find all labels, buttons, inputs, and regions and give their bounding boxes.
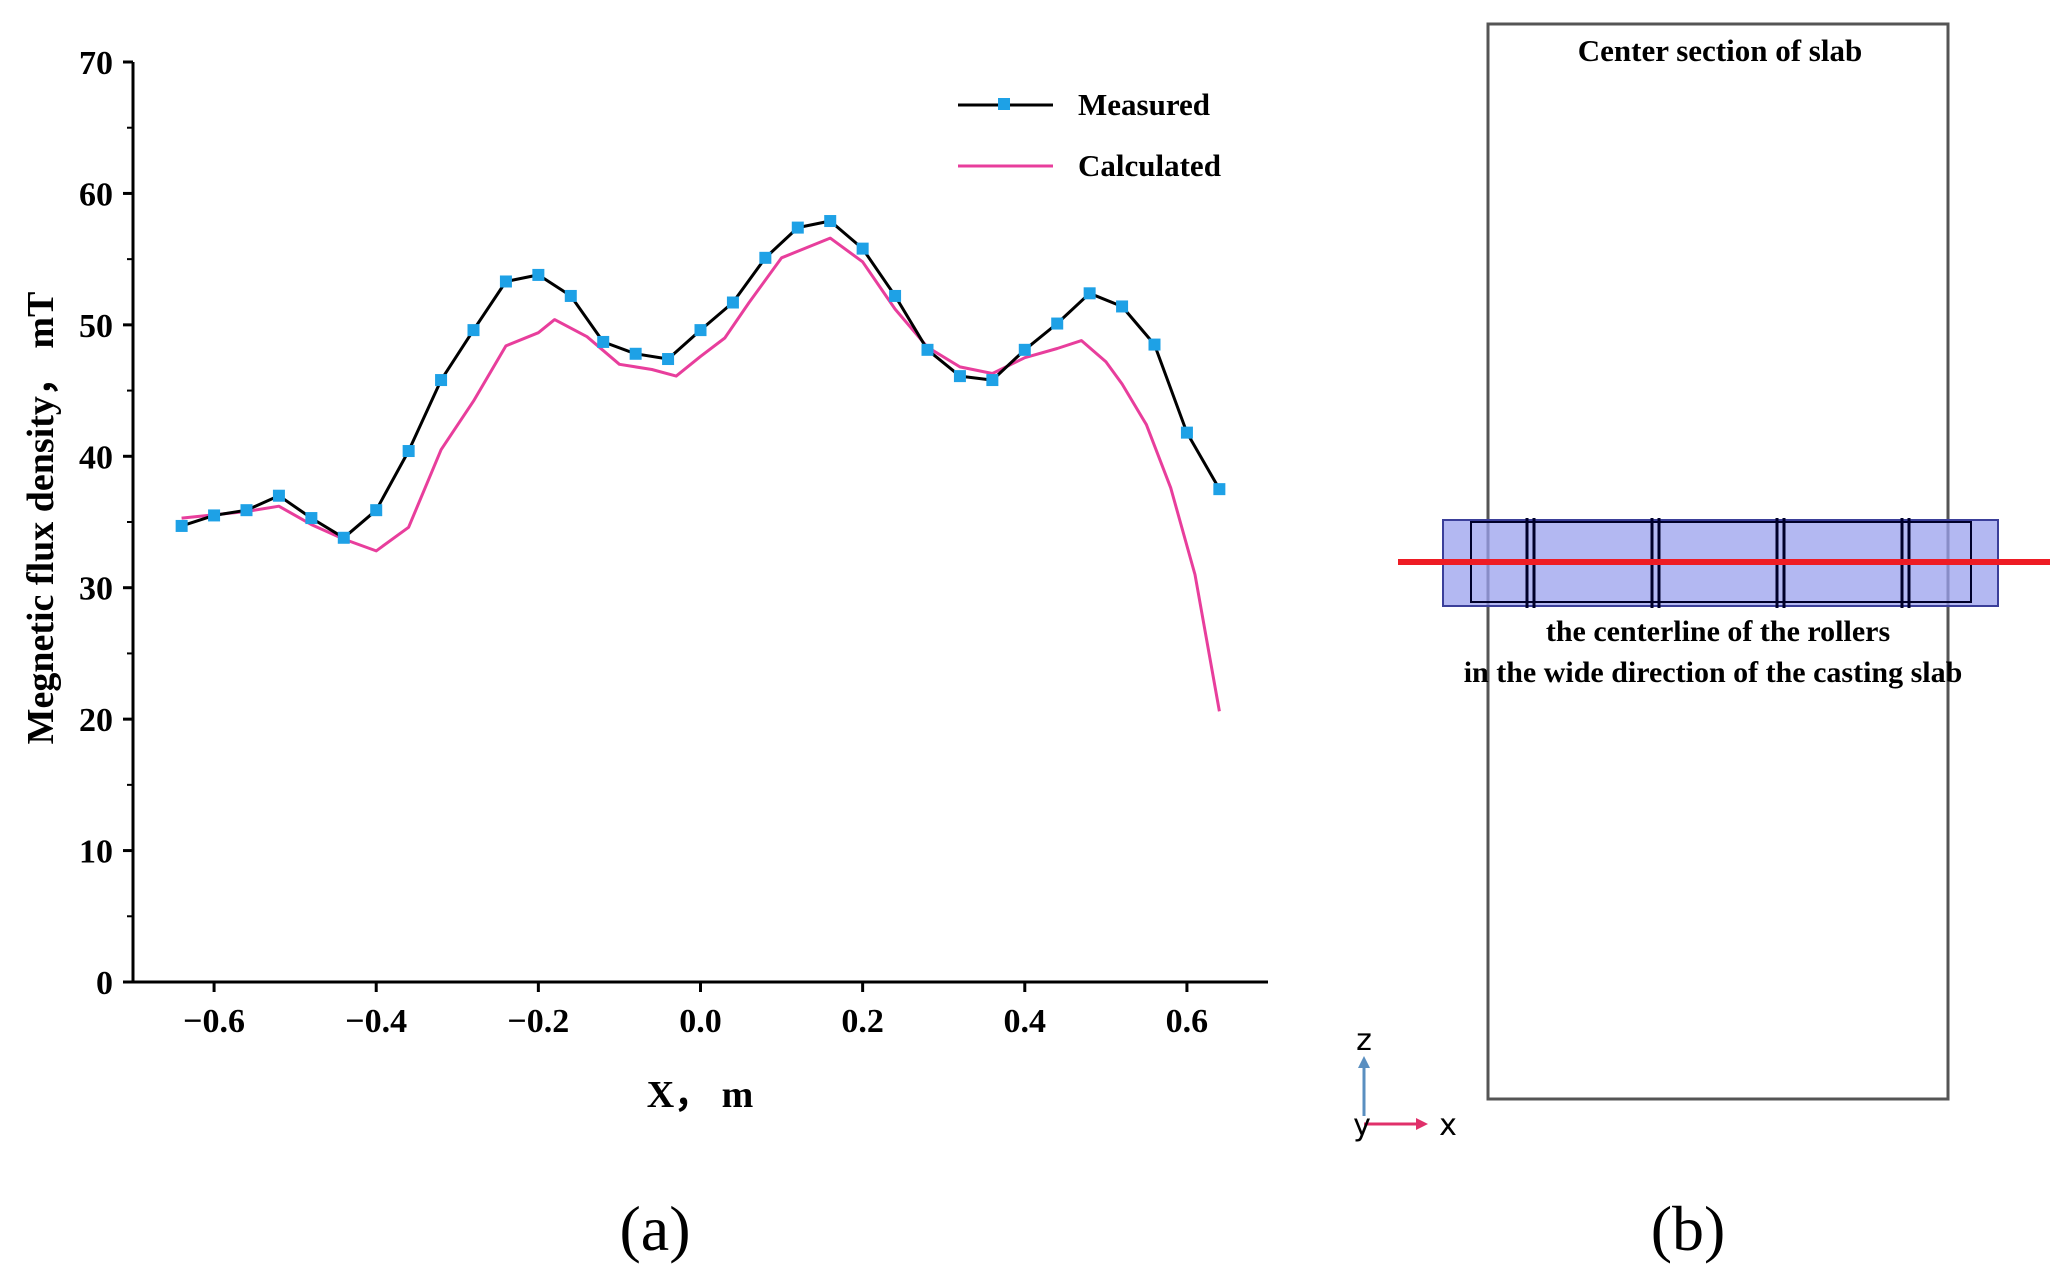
data-point-measured	[175, 519, 188, 532]
y-tick-label: 20	[79, 702, 113, 739]
data-point-measured	[532, 268, 545, 281]
data-point-measured	[986, 374, 999, 387]
panel-b-label: (b)	[1651, 1193, 1726, 1264]
x-ticks: −0.6 −0.4 −0.2 0.0 0.2 0.4 0.6	[183, 982, 1208, 1040]
x-tick-label: −0.6	[183, 1003, 245, 1040]
data-point-measured	[564, 289, 577, 302]
data-point-measured	[402, 445, 415, 458]
data-point-measured	[856, 242, 869, 255]
y-tick-label: 40	[79, 439, 113, 476]
legend: Measured Calculated	[958, 87, 1221, 183]
legend-measured-marker	[998, 98, 1010, 110]
axis-z-label: z	[1356, 1023, 1372, 1058]
series-line-measured	[181, 219, 1221, 540]
series-layer	[175, 215, 1226, 712]
slab-title: Center section of slab	[1578, 33, 1862, 68]
flux-density-chart: 0 10 20 30 40 50 60 70 −0.6 −0.4 −0.2 0.0 0.2 0.4 0.6…	[20, 45, 1268, 1264]
data-point-measured	[1213, 483, 1226, 496]
data-point-measured	[629, 347, 642, 360]
data-point-measured	[370, 504, 383, 517]
coordinate-axes: z y x	[1353, 1023, 1457, 1143]
data-point-measured	[791, 221, 804, 234]
data-point-measured	[1051, 317, 1064, 330]
data-point-measured	[337, 531, 350, 544]
data-point-measured	[1148, 338, 1161, 351]
y-tick-label: 60	[79, 176, 113, 213]
x-tick-label: 0.4	[1004, 1003, 1047, 1040]
y-tick-label: 70	[79, 45, 113, 82]
data-point-measured	[435, 374, 448, 387]
data-point-measured	[694, 324, 707, 337]
legend-measured-label: Measured	[1078, 87, 1210, 122]
x-tick-label: 0.6	[1166, 1003, 1209, 1040]
y-tick-label: 0	[96, 965, 113, 1002]
data-point-measured	[1018, 343, 1031, 356]
y-ticks: 0 10 20 30 40 50 60 70	[79, 45, 133, 1002]
data-point-measured	[1116, 300, 1129, 313]
data-point-measured	[662, 353, 675, 366]
x-tick-label: −0.4	[345, 1003, 407, 1040]
x-tick-label: −0.2	[507, 1003, 569, 1040]
legend-calculated-label: Calculated	[1078, 148, 1221, 183]
series-line-calculated	[181, 236, 1221, 712]
caption-line-2: in the wide direction of the casting sla…	[1464, 656, 1963, 689]
data-point-measured	[759, 251, 772, 264]
y-tick-label: 50	[79, 308, 113, 345]
data-point-measured	[305, 512, 318, 525]
data-point-measured	[889, 289, 902, 302]
data-point-measured	[921, 343, 934, 356]
data-point-measured	[953, 370, 966, 383]
data-point-measured	[824, 215, 837, 228]
y-tick-label: 30	[79, 571, 113, 608]
x-tick-label: 0.0	[679, 1003, 722, 1040]
axis-x-label: x	[1439, 1108, 1457, 1143]
data-point-measured	[272, 489, 285, 502]
x-arrow-head	[1416, 1118, 1428, 1130]
data-point-measured	[499, 275, 512, 288]
panel-a-label: (a)	[619, 1193, 690, 1264]
z-arrow-head	[1358, 1056, 1370, 1068]
x-tick-label: 0.2	[841, 1003, 884, 1040]
data-point-measured	[208, 509, 221, 522]
data-point-measured	[1083, 287, 1096, 300]
caption-line-1: the centerline of the rollers	[1546, 615, 1890, 648]
data-point-measured	[1180, 426, 1193, 439]
data-point-measured	[240, 504, 253, 517]
y-axis-title: Megnetic flux density， mT	[20, 292, 62, 745]
axis-y-label: y	[1353, 1108, 1371, 1143]
data-point-measured	[726, 296, 739, 309]
slab-schematic: Center section of slab the centerline of…	[1353, 22, 2050, 1264]
x-axis-title: X， m	[647, 1074, 754, 1116]
data-point-measured	[467, 324, 480, 337]
data-point-measured	[597, 335, 610, 348]
y-tick-label: 10	[79, 834, 113, 871]
